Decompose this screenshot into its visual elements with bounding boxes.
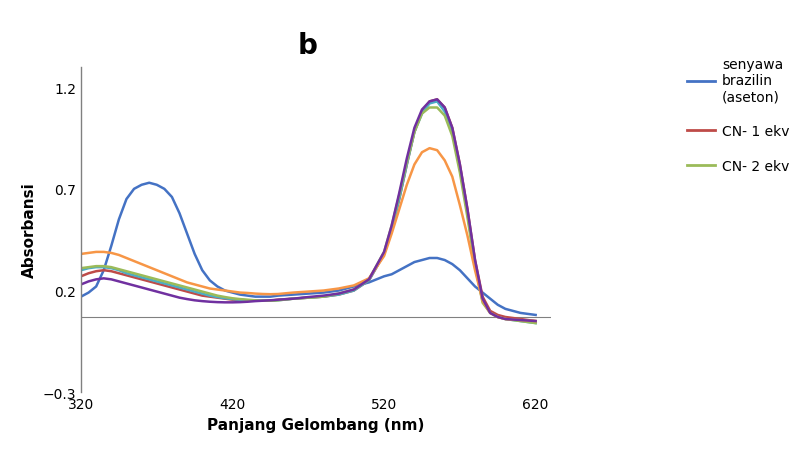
Y-axis label: Absorbansi: Absorbansi: [22, 182, 37, 278]
Text: b: b: [298, 32, 318, 60]
Legend: senyawa
brazilin
(aseton), CN- 1 ekv, CN- 2 ekv: senyawa brazilin (aseton), CN- 1 ekv, CN…: [682, 52, 795, 179]
X-axis label: Panjang Gelombang (nm): Panjang Gelombang (nm): [207, 417, 424, 432]
